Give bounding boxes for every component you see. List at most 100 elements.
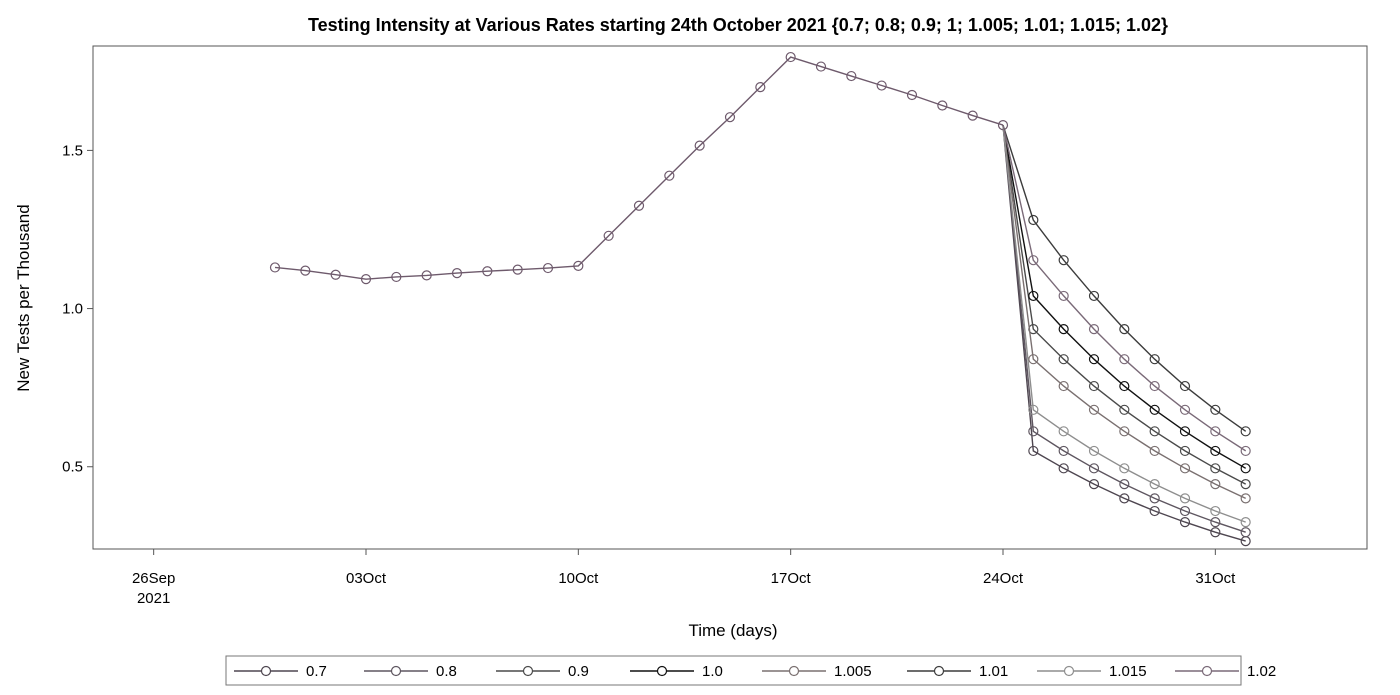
data-point-1.02 — [1240, 445, 1251, 457]
data-point-1.01 — [1240, 426, 1251, 437]
legend-label-0.8: 0.8 — [436, 663, 457, 680]
legend-swatch-marker-0.8 — [390, 665, 402, 677]
data-point-0.8 — [1179, 505, 1191, 517]
data-point-0.7 — [1210, 527, 1221, 538]
data-point-0.8 — [1149, 493, 1160, 504]
data-point-0.7 — [1088, 479, 1100, 490]
data-point-0.9 — [1240, 479, 1251, 490]
x-tick-label: 26Sep — [132, 570, 175, 587]
legend-swatch-marker-0.9 — [522, 665, 534, 677]
data-point-1.015 — [1179, 493, 1191, 504]
data-point-common — [573, 260, 584, 271]
data-point-1.015 — [1240, 517, 1251, 528]
data-point-1.015 — [1119, 463, 1130, 474]
data-point-common — [815, 61, 827, 72]
data-point-common — [391, 271, 402, 283]
data-point-common — [269, 262, 281, 273]
legend-swatch-marker-1.01 — [933, 665, 945, 677]
data-point-1.0 — [1028, 290, 1039, 302]
data-point-1.02 — [1028, 255, 1039, 266]
data-point-0.7 — [1179, 517, 1191, 528]
data-point-1.02 — [1210, 426, 1221, 437]
data-point-1.01 — [1058, 255, 1069, 266]
data-point-common — [785, 51, 796, 63]
x-tick-sublabel: 2021 — [137, 590, 170, 607]
data-point-common — [300, 265, 311, 276]
data-point-1.005 — [1028, 354, 1039, 365]
data-point-common — [724, 112, 736, 123]
legend-label-0.7: 0.7 — [306, 663, 327, 680]
legend-swatch-marker-1.0 — [656, 665, 668, 677]
y-axis-label: New Tests per Thousand — [14, 204, 33, 391]
x-tick-label: 10Oct — [558, 570, 599, 587]
chart-title: Testing Intensity at Various Rates start… — [308, 15, 1168, 35]
data-point-1.005 — [1210, 479, 1221, 490]
legend-items: 0.7 0.8 0.9 1.0 1.005 1.01 1.015 1.02 — [234, 663, 1276, 680]
series-line-1.01 — [1002, 124, 1247, 432]
data-point-common — [542, 262, 554, 274]
data-point-0.8 — [1240, 527, 1251, 538]
data-point-common — [694, 140, 705, 151]
data-point-1.0 — [1058, 324, 1069, 335]
data-point-1.015 — [1088, 445, 1100, 457]
data-point-common — [846, 70, 857, 82]
data-point-common — [330, 269, 341, 280]
data-point-0.7 — [1028, 445, 1039, 457]
data-point-0.8 — [1210, 517, 1221, 528]
legend-label-1.01: 1.01 — [979, 663, 1008, 680]
data-point-1.015 — [1028, 404, 1039, 415]
series-line-0.7 — [1002, 125, 1246, 542]
data-point-1.02 — [1119, 354, 1130, 365]
data-point-1.02 — [1088, 324, 1100, 335]
legend-swatch-marker-0.7 — [260, 665, 272, 677]
data-point-1.005 — [1149, 445, 1160, 457]
data-point-1.0 — [1119, 380, 1130, 392]
legend-label-1.015: 1.015 — [1109, 663, 1147, 680]
data-point-0.8 — [1119, 479, 1130, 490]
x-tick-label: 17Oct — [771, 570, 812, 587]
data-point-1.015 — [1149, 479, 1160, 490]
data-point-common — [360, 274, 372, 285]
data-point-1.02 — [1058, 290, 1069, 302]
data-point-1.005 — [1179, 463, 1191, 474]
data-point-1.005 — [1119, 426, 1130, 437]
series-line-1.0 — [1002, 124, 1247, 469]
series-line-1.005 — [1002, 125, 1246, 500]
data-point-0.8 — [1088, 463, 1100, 474]
data-point-common — [906, 89, 918, 101]
data-point-common — [664, 170, 675, 181]
y-axis-ticks: 0.5 1.0 1.5 — [62, 142, 93, 476]
data-point-common — [451, 268, 463, 279]
data-point-1.015 — [1058, 426, 1069, 437]
data-point-1.0 — [1210, 445, 1221, 457]
data-point-common — [482, 266, 493, 277]
series-line-1.02 — [1002, 124, 1247, 452]
series-line-0.8 — [1002, 125, 1246, 533]
data-point-0.8 — [1028, 426, 1039, 437]
legend-label-1.02: 1.02 — [1247, 663, 1276, 680]
data-point-1.01 — [1119, 324, 1130, 335]
data-point-1.0 — [1088, 354, 1100, 365]
data-point-0.7 — [1149, 505, 1160, 517]
legend-label-1.005: 1.005 — [834, 663, 872, 680]
legend-swatch-marker-1.015 — [1063, 665, 1075, 677]
data-point-1.005 — [1240, 493, 1251, 504]
series-group — [269, 51, 1251, 547]
data-point-1.015 — [1210, 505, 1221, 517]
data-point-0.8 — [1058, 445, 1069, 457]
data-point-1.005 — [1088, 404, 1100, 415]
data-point-1.0 — [1240, 463, 1251, 474]
data-point-1.0 — [1149, 404, 1160, 415]
x-tick-label: 24Oct — [983, 570, 1024, 587]
data-point-common — [876, 80, 887, 91]
data-point-0.9 — [1149, 426, 1160, 437]
legend-label-1.0: 1.0 — [702, 663, 723, 680]
y-tick-label: 0.5 — [62, 459, 83, 476]
series-line-common — [274, 56, 1004, 280]
x-tick-label: 31Oct — [1195, 570, 1236, 587]
series-line-0.9 — [1002, 124, 1247, 485]
data-point-1.02 — [1149, 380, 1160, 392]
data-point-1.01 — [1179, 380, 1191, 392]
data-point-0.9 — [1119, 404, 1130, 415]
legend-label-0.9: 0.9 — [568, 663, 589, 680]
